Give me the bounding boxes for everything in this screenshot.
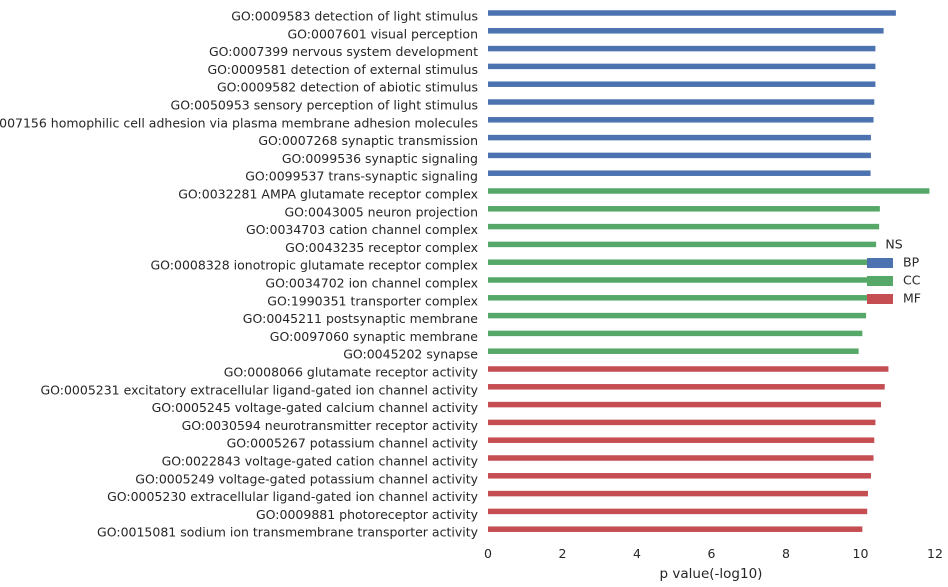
category-label: GO:0005249 voltage-gated potassium chann… xyxy=(135,471,478,486)
category-label: GO:0009581 detection of external stimulu… xyxy=(208,62,479,77)
category-label: GO:0005245 voltage-gated calcium channel… xyxy=(152,400,479,415)
category-label: GO:0030594 neurotransmitter receptor act… xyxy=(182,418,479,433)
x-axis-ticks: 0 2 4 6 8 10 12 xyxy=(484,546,943,561)
legend-swatch-bp xyxy=(867,258,893,268)
category-label: GO:0008328 ionotropic glutamate receptor… xyxy=(151,258,479,273)
bar-bp xyxy=(488,81,876,87)
legend-swatch-mf xyxy=(867,294,893,304)
bar-mf xyxy=(488,401,881,408)
bars xyxy=(488,10,930,532)
x-tick-label: 8 xyxy=(782,546,790,561)
x-tick-label: 2 xyxy=(559,546,567,561)
bar-mf xyxy=(488,419,876,426)
bar-mf xyxy=(488,455,874,461)
bar-bp xyxy=(488,63,876,70)
bar-bp xyxy=(488,170,871,176)
category-label: GO:0045211 postsynaptic membrane xyxy=(243,311,479,326)
category-label: GO:0097060 synaptic membrane xyxy=(270,329,479,344)
category-label: GO:0007156 homophilic cell adhesion via … xyxy=(0,115,478,130)
bar-bp xyxy=(488,28,884,34)
bar-cc xyxy=(488,241,877,248)
bar-mf xyxy=(488,366,889,372)
bar-cc xyxy=(488,330,863,337)
bar-mf xyxy=(488,526,863,532)
bar-mf xyxy=(488,437,875,443)
category-label: GO:0007399 nervous system development xyxy=(209,44,478,59)
category-label: GO:0034702 ion channel complex xyxy=(265,276,478,291)
category-labels: GO:0009583 detection of light stimulus GO… xyxy=(0,9,479,540)
x-tick-label: 0 xyxy=(484,546,492,561)
category-label: GO:0099536 synaptic signaling xyxy=(282,151,478,166)
legend-label-cc: CC xyxy=(903,273,921,288)
bar-cc xyxy=(488,277,872,283)
x-tick-label: 6 xyxy=(708,546,716,561)
category-label: GO:0022843 voltage-gated cation channel … xyxy=(162,454,479,469)
bar-cc xyxy=(488,312,867,319)
legend-label-bp: BP xyxy=(903,255,920,270)
bar-cc xyxy=(488,223,880,230)
x-axis-label: p value(-log10) xyxy=(660,566,763,582)
category-label: GO:0007268 synaptic transmission xyxy=(258,133,478,148)
bar-bp xyxy=(488,152,871,159)
category-label: GO:0099537 trans-synaptic signaling xyxy=(245,169,478,184)
category-label: GO:0007601 visual perception xyxy=(287,26,478,41)
category-label: GO:0045202 synapse xyxy=(343,347,478,362)
bar-mf xyxy=(488,384,885,390)
bar-mf xyxy=(488,473,871,479)
category-label: GO:0009582 detection of abiotic stimulus xyxy=(217,80,478,95)
bar-cc xyxy=(488,295,872,301)
category-label: GO:0005231 excitatory extracellular liga… xyxy=(40,382,478,397)
bar-bp xyxy=(488,10,896,16)
legend-swatch-cc xyxy=(867,276,893,286)
bar-bp xyxy=(488,45,876,52)
bar-cc xyxy=(488,259,876,265)
category-label: GO:0050953 sensory perception of light s… xyxy=(171,98,478,113)
category-label: GO:0034703 cation channel complex xyxy=(246,222,478,237)
bar-bp xyxy=(488,134,871,141)
category-label: GO:0032281 AMPA glutamate receptor compl… xyxy=(178,187,478,202)
bar-mf xyxy=(488,490,868,497)
category-label: GO:0005267 potassium channel activity xyxy=(227,436,479,451)
bar-cc xyxy=(488,188,930,194)
legend-label-mf: MF xyxy=(903,291,921,306)
category-label: GO:0043235 receptor complex xyxy=(285,240,478,255)
bar-mf xyxy=(488,508,868,515)
x-tick-label: 12 xyxy=(927,546,943,561)
category-label: GO:0008066 glutamate receptor activity xyxy=(224,365,479,380)
category-label: GO:0043005 neuron projection xyxy=(284,204,478,219)
bar-cc xyxy=(488,206,880,212)
bar-cc xyxy=(488,348,859,354)
category-label: GO:0009881 photoreceptor activity xyxy=(256,507,479,522)
legend-title: NS xyxy=(885,237,902,252)
x-tick-label: 10 xyxy=(853,546,869,561)
bar-bp xyxy=(488,117,874,123)
category-label: GO:1990351 transporter complex xyxy=(267,293,478,308)
category-label: GO:0015081 sodium ion transmembrane tran… xyxy=(97,525,479,540)
category-label: GO:0009583 detection of light stimulus xyxy=(231,9,478,24)
bar-bp xyxy=(488,99,875,105)
category-label: GO:0005230 extracellular ligand-gated io… xyxy=(107,489,479,504)
x-tick-label: 4 xyxy=(633,546,641,561)
